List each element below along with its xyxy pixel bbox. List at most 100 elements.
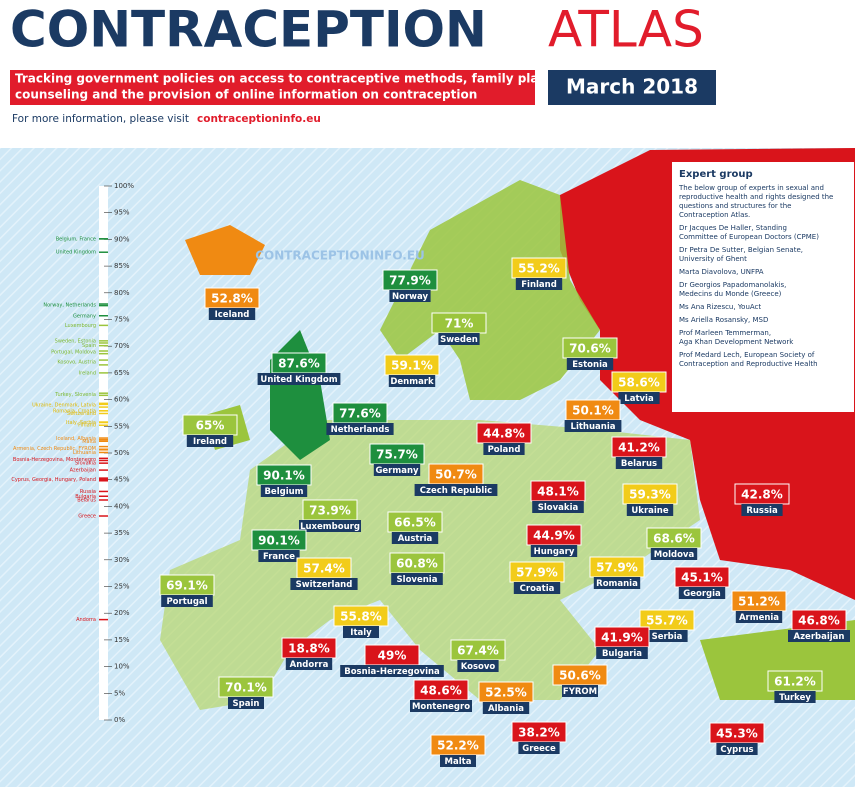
value-label: 48.6% — [420, 684, 462, 698]
name-box — [562, 685, 598, 697]
country-name: Poland — [488, 445, 521, 455]
country-name: Ukraine — [631, 506, 668, 516]
subtitle-box — [10, 70, 535, 105]
scale-tick-label: 20% — [114, 609, 130, 617]
name-box — [788, 630, 850, 642]
country-name: Sweden — [440, 335, 478, 345]
scale-label: Slovakia — [75, 461, 96, 467]
country-name: Bulgaria — [602, 649, 642, 659]
expert-intro: questions and structures for the — [679, 202, 792, 210]
name-box — [340, 665, 444, 677]
name-box — [373, 464, 421, 476]
scale-label: Luxembourg — [65, 323, 96, 329]
scale-tick-label: 45% — [114, 476, 130, 484]
country-name: Italy — [350, 628, 372, 638]
value-label: 66.5% — [394, 516, 436, 530]
name-box — [161, 595, 213, 607]
name-box — [618, 392, 660, 404]
name-box — [388, 375, 436, 387]
expert-member: Dr Jacques De Haller, Standing — [679, 224, 787, 232]
value-label: 65% — [196, 419, 225, 433]
scale-label: Ukraine, Denmark, Latvia — [32, 402, 96, 408]
name-box — [299, 520, 361, 532]
name-box — [208, 308, 256, 320]
value-label: 57.9% — [516, 566, 558, 580]
scale-label: Greece — [78, 514, 96, 520]
name-box — [566, 358, 614, 370]
value-label: 73.9% — [309, 504, 351, 518]
name-box — [410, 700, 472, 712]
name-box — [513, 582, 561, 594]
expert-member: Contraception and Reproductive Health — [679, 360, 818, 368]
scale-label: Bulgaria — [75, 494, 96, 500]
country-name: Azerbaijan — [794, 632, 845, 642]
value-label: 55.8% — [340, 610, 382, 624]
value-label: 48.1% — [537, 485, 579, 499]
scandinavia-land — [380, 180, 600, 400]
watermark: CONTRACEPTIONINFO.EU — [255, 249, 425, 263]
scale-label: Iceland, Albania — [56, 436, 96, 442]
date-box — [548, 70, 716, 105]
name-box — [774, 691, 816, 703]
scale-label: Azerbaijan — [70, 468, 96, 474]
country-name: Latvia — [624, 394, 654, 404]
scale-tick-label: 35% — [114, 529, 130, 537]
name-box — [258, 550, 300, 562]
country-name: Serbia — [652, 632, 683, 642]
value-label: 45.3% — [716, 727, 758, 741]
value-label: 50.1% — [572, 404, 614, 418]
scale-label: Finland — [78, 423, 96, 429]
name-box — [260, 485, 308, 497]
title-main: CONTRACEPTION — [10, 1, 487, 59]
country-name: Iceland — [215, 310, 250, 320]
expert-member: Marta Diavolova, UNFPA — [679, 268, 764, 276]
scale-tick-label: 85% — [114, 262, 130, 270]
country-name: Moldova — [654, 550, 695, 560]
country-name: France — [263, 552, 295, 562]
country-name: Germany — [375, 466, 419, 476]
name-box — [716, 743, 758, 755]
scale-label: Switzerland — [67, 411, 96, 417]
value-label: 87.6% — [278, 357, 320, 371]
name-box — [518, 742, 560, 754]
country-name: Romania — [596, 579, 638, 589]
expert-intro: Contraception Atlas. — [679, 211, 750, 219]
scale-label: Spain — [82, 343, 96, 349]
value-label: 55.2% — [518, 262, 560, 276]
scale-label: Belarus — [77, 497, 96, 503]
scale-label: Kosovo, Austria — [57, 360, 96, 366]
name-box — [515, 278, 563, 290]
scale-tick-label: 70% — [114, 342, 130, 350]
country-name: Portugal — [166, 597, 207, 607]
value-label: 50.7% — [435, 468, 477, 482]
country-name: Russia — [746, 506, 778, 516]
name-box — [326, 423, 394, 435]
expert-member: Prof Marleen Temmerman, — [679, 329, 771, 337]
subtitle: Tracking government policies on access t… — [15, 72, 577, 86]
value-label: 77.6% — [339, 407, 381, 421]
value-label: 59.3% — [629, 488, 671, 502]
name-box — [615, 457, 663, 469]
expert-member: Prof Medard Lech, European Society of — [679, 351, 815, 359]
value-label: 44.8% — [483, 427, 525, 441]
country-name: Andorra — [290, 660, 329, 670]
country-name: Slovenia — [397, 575, 438, 585]
country-name: FYROM — [563, 687, 597, 697]
expert-member: Aga Khan Development Network — [679, 338, 794, 346]
scale-label: Cyprus, Georgia, Hungary, Poland — [11, 477, 96, 483]
scale-tick-label: 10% — [114, 663, 130, 671]
value-label: 71% — [445, 317, 474, 331]
scale-label: Armenia, Czech Republic, FYROM — [13, 446, 96, 452]
country-name: Hungary — [534, 547, 575, 557]
link[interactable]: contraceptioninfo.eu — [197, 113, 321, 125]
country-name: Belgium — [264, 487, 303, 497]
scale-label: Bosnia-Herzegovina, Montenegro — [13, 457, 96, 463]
scale-tick-label: 100% — [114, 182, 134, 190]
value-label: 52.5% — [485, 686, 527, 700]
expert-member: Committee of European Doctors (CPME) — [679, 233, 819, 241]
name-box — [414, 484, 498, 496]
scale-label: Lithuania — [73, 450, 96, 456]
subtitle: counseling and the provision of online i… — [15, 88, 477, 102]
value-label: 57.9% — [596, 561, 638, 575]
